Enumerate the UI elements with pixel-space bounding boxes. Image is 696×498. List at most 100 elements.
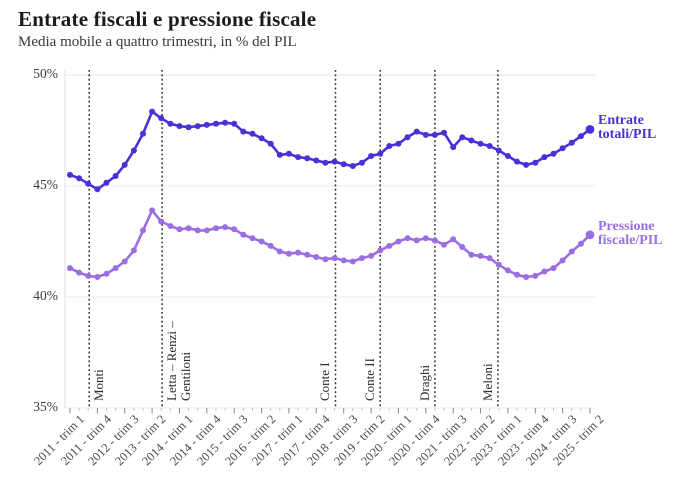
series-point xyxy=(395,140,402,147)
series-point xyxy=(103,270,110,277)
series-point xyxy=(304,251,311,258)
series-point xyxy=(541,268,548,275)
series-point xyxy=(112,173,119,179)
series-point xyxy=(541,154,548,161)
series-point xyxy=(368,153,375,159)
series-point xyxy=(258,135,265,142)
series-point xyxy=(477,252,484,259)
series-point xyxy=(121,258,128,265)
series-point xyxy=(523,161,530,168)
series-point xyxy=(295,249,302,256)
series-point xyxy=(331,255,338,262)
series-point xyxy=(149,108,156,115)
series-point xyxy=(85,272,92,279)
series-point xyxy=(550,150,557,157)
series-point xyxy=(176,226,183,233)
series-point xyxy=(459,244,466,250)
series-point xyxy=(422,131,429,138)
series-point xyxy=(404,235,411,242)
series-point xyxy=(76,175,83,182)
legend-pressione-fiscale: Pressione fiscale/PIL xyxy=(598,220,663,248)
series-point xyxy=(258,238,265,245)
series-point xyxy=(349,163,356,169)
series-point xyxy=(130,147,137,154)
series-point xyxy=(459,134,466,141)
series-point xyxy=(468,137,475,144)
series-point xyxy=(468,251,475,258)
series-point xyxy=(158,218,165,225)
series-point xyxy=(477,140,484,147)
series-point xyxy=(431,237,438,244)
chart-title: Entrate fiscali e pressione fiscale xyxy=(18,7,317,31)
legend-pressione-line2: fiscale/PIL xyxy=(598,233,663,248)
y-axis-label: 35% xyxy=(33,399,58,414)
legend-entrate-line2: totali/PIL xyxy=(598,127,657,142)
series-point xyxy=(285,250,292,257)
series-point xyxy=(514,271,520,278)
series-point xyxy=(167,120,174,127)
series-point xyxy=(130,247,137,254)
series-point xyxy=(185,225,192,232)
series-point xyxy=(523,274,530,280)
series-point xyxy=(514,158,520,165)
series-point xyxy=(67,265,73,272)
series-point xyxy=(377,247,384,254)
series-point xyxy=(386,242,393,249)
y-axis-label: 50% xyxy=(33,66,58,81)
series-point xyxy=(231,226,238,233)
series-point xyxy=(441,241,447,248)
series-point xyxy=(222,119,229,126)
series-point xyxy=(585,124,595,134)
legend-pressione-line1: Pressione xyxy=(598,219,655,234)
series-point xyxy=(203,227,210,234)
series-point xyxy=(559,145,566,152)
gov-marker-label-letta: Letta – Renzi – Gentiloni xyxy=(164,321,193,401)
series-point xyxy=(94,186,101,193)
series-point xyxy=(386,143,393,149)
series-point xyxy=(267,140,274,147)
series-point xyxy=(313,157,320,164)
series-point xyxy=(504,153,511,159)
gov-marker-label-meloni: Meloni xyxy=(480,363,495,401)
series-point xyxy=(568,139,575,146)
series-point xyxy=(495,261,502,268)
series-point xyxy=(103,179,110,186)
series-point xyxy=(249,235,256,242)
series-point xyxy=(149,207,156,214)
series-point xyxy=(276,151,283,158)
series-point xyxy=(94,274,101,280)
series-point xyxy=(176,123,183,130)
series-point xyxy=(585,230,595,240)
series-point xyxy=(140,130,146,137)
legend-entrate-line1: Entrate xyxy=(598,113,644,128)
series-point xyxy=(67,171,73,178)
series-point xyxy=(568,248,575,255)
series-point xyxy=(358,159,365,166)
series-point xyxy=(340,161,347,168)
series-point xyxy=(413,128,420,135)
series-point xyxy=(441,129,447,136)
series-point xyxy=(422,235,429,242)
gov-marker-label-conte: Conte II xyxy=(362,358,377,401)
series-point xyxy=(213,120,219,127)
series-point xyxy=(377,150,384,157)
series-point xyxy=(532,159,539,166)
series-point xyxy=(85,180,92,187)
gov-marker-label-monti: Monti xyxy=(91,369,106,401)
series-point xyxy=(240,231,247,238)
series-point xyxy=(194,227,201,234)
series-point xyxy=(577,133,584,140)
series-point xyxy=(368,252,375,259)
series-point xyxy=(349,258,356,265)
series-point xyxy=(395,238,402,245)
series-point xyxy=(304,155,311,162)
series-point xyxy=(121,161,128,168)
series-point xyxy=(276,248,283,255)
series-point xyxy=(167,223,174,229)
series-point xyxy=(322,159,329,166)
series-point xyxy=(295,154,302,161)
series-point xyxy=(413,237,420,244)
series-point xyxy=(222,224,229,231)
